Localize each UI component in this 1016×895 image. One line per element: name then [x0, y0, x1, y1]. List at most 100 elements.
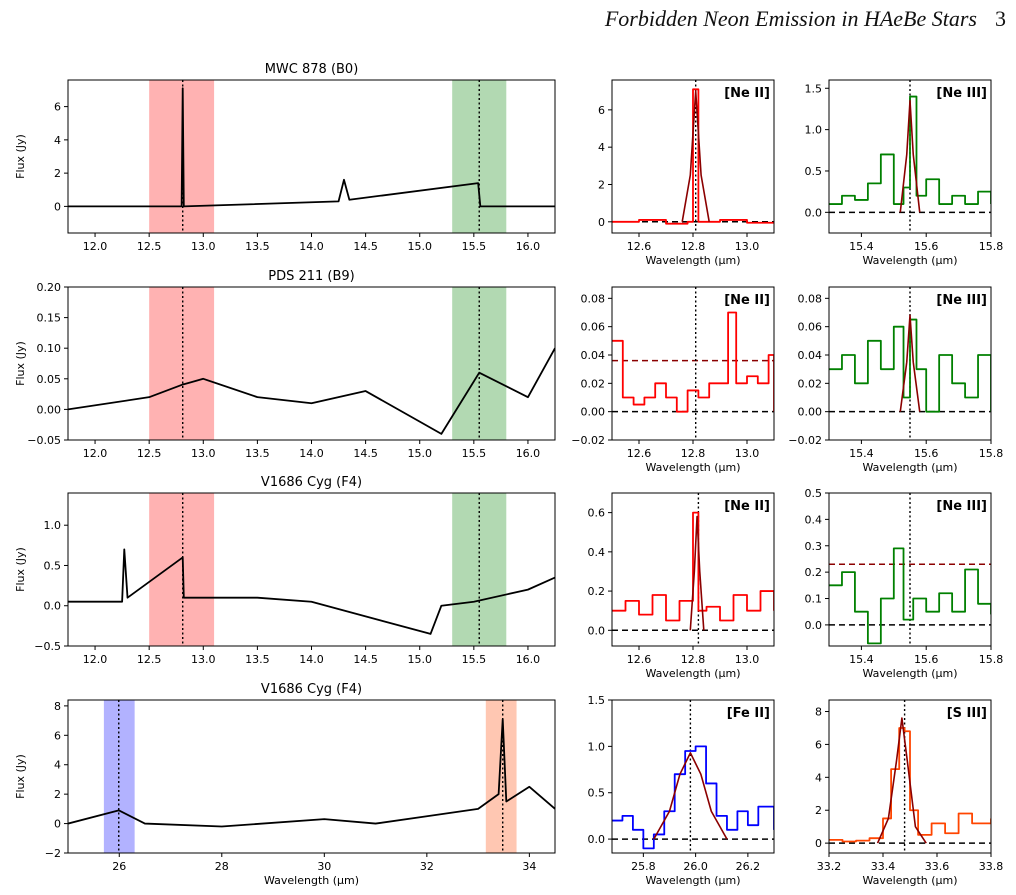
- axes-frame: [611, 699, 775, 854]
- x-tick-label: 15.4: [849, 653, 874, 666]
- x-tick-label: 14.0: [299, 653, 324, 666]
- x-tick-label: 12.5: [137, 240, 162, 253]
- y-tick-label: 0: [598, 216, 605, 229]
- highlight-band: [149, 287, 215, 440]
- y-tick-label: 0.04: [798, 349, 823, 362]
- y-tick-label: 2: [815, 804, 822, 817]
- axes-frame: [611, 286, 775, 441]
- x-tick-label: 33.6: [925, 860, 950, 873]
- x-tick-label: 33.2: [817, 860, 842, 873]
- y-tick-label: 6: [598, 104, 605, 117]
- spectrum-line: [829, 95, 991, 205]
- y-tick-label: 4: [54, 134, 61, 147]
- x-tick-label: 30: [317, 860, 331, 873]
- y-tick-label: 8: [815, 706, 822, 719]
- spectrum-line: [68, 347, 555, 435]
- plot-area: [829, 700, 991, 853]
- spectrum-line: [612, 88, 774, 225]
- y-tick-label: 1.0: [588, 740, 606, 753]
- x-tick-label: 15.4: [849, 447, 874, 460]
- y-tick-label: 0.00: [798, 406, 823, 419]
- x-tick-label: 12.0: [83, 447, 108, 460]
- line-species-label: [S III]: [947, 706, 987, 721]
- x-tick-label: 13.0: [191, 653, 216, 666]
- x-tick-label: 13.5: [245, 653, 270, 666]
- y-tick-label: 0.06: [798, 321, 823, 334]
- y-tick-label: 0.1: [805, 593, 823, 606]
- plot-area: [68, 287, 555, 440]
- y-tick-label: 0.10: [37, 342, 62, 355]
- chart-panel: 33.2 33.4 33.6 33.8 0 2 4 6 8 Wavelength (µm) [S I…: [815, 699, 1004, 887]
- x-tick-label: 12.8: [681, 447, 706, 460]
- fit-curve: [681, 90, 710, 222]
- chart-panel: 15.4 15.6 15.8 0.0 0.5 1.0 1.5 Wavelength (µm) […: [805, 79, 1004, 267]
- x-tick-label: 33.8: [979, 860, 1004, 873]
- x-axis-label: Wavelength (µm): [862, 667, 957, 680]
- plot-area: [68, 700, 555, 853]
- y-tick-label: 0.02: [581, 377, 606, 390]
- fit-curve: [689, 515, 705, 631]
- y-tick-label: 2: [54, 788, 61, 801]
- y-tick-label: −2: [45, 847, 61, 860]
- y-tick-label: 4: [598, 141, 605, 154]
- x-axis-label: Wavelength (µm): [645, 667, 740, 680]
- x-tick-label: 12.8: [681, 653, 706, 666]
- x-tick-label: 25.8: [631, 860, 656, 873]
- plot-area: [68, 80, 555, 233]
- spectrum-line: [829, 547, 991, 645]
- x-tick-label: 15.4: [849, 240, 874, 253]
- line-species-label: [Ne III]: [936, 86, 987, 101]
- x-tick-label: 16.0: [516, 653, 541, 666]
- x-axis-label: Wavelength (µm): [645, 254, 740, 267]
- chart-panel: 25.8 26.0 26.2 0.0 0.5 1.0 1.5 Wavelength (µm) […: [588, 694, 775, 887]
- y-tick-label: −0.02: [571, 434, 605, 447]
- fit-curve: [899, 314, 921, 412]
- page-number: 3: [995, 6, 1006, 31]
- y-tick-label: 0.5: [805, 487, 823, 500]
- plot-area: [612, 287, 774, 440]
- y-tick-label: 0: [54, 200, 61, 213]
- header-title: Forbidden Neon Emission in HAeBe Stars: [604, 6, 977, 31]
- y-tick-label: 0.02: [798, 377, 823, 390]
- spectrum-line: [829, 727, 991, 843]
- plot-area: [68, 493, 555, 646]
- chart-panel: 12.0 12.5 13.0 13.5 14.0 14.5 15.0 15.5 16.0 −0.0…: [14, 269, 556, 460]
- x-tick-label: 15.5: [462, 447, 487, 460]
- x-tick-label: 15.8: [979, 653, 1004, 666]
- y-tick-label: 0.6: [588, 507, 606, 520]
- y-tick-label: 0.06: [581, 321, 606, 334]
- y-tick-label: 0.0: [805, 619, 823, 632]
- x-tick-label: 15.6: [914, 447, 939, 460]
- highlight-band: [485, 700, 517, 853]
- y-tick-label: 1.5: [588, 694, 606, 707]
- x-tick-label: 26.2: [736, 860, 761, 873]
- chart-panel: 12.6 12.8 13.0 0.0 0.2 0.4 0.6 Wavelength (µm) […: [588, 492, 775, 680]
- chart-panel: 26 28 30 32 34 −2 0 2 4 6 8 V1686 Cyg (F4) Wavelengt…: [14, 682, 556, 887]
- x-tick-label: 26: [112, 860, 126, 873]
- x-tick-label: 15.8: [979, 240, 1004, 253]
- page-header: Forbidden Neon Emission in HAeBe Stars 3: [605, 6, 1006, 32]
- x-tick-label: 13.0: [735, 447, 760, 460]
- spectrum-line: [68, 87, 555, 208]
- chart-panel: 12.6 12.8 13.0 −0.02 0.00 0.02 0.04 0.06 0.08 Wav…: [571, 286, 775, 474]
- x-tick-label: 15.0: [407, 653, 432, 666]
- spectrum-line: [612, 311, 774, 413]
- y-axis-label: Flux (Jy): [14, 754, 27, 799]
- y-tick-label: 0.04: [581, 349, 606, 362]
- x-tick-label: 12.5: [137, 447, 162, 460]
- y-tick-label: 0.5: [588, 787, 606, 800]
- y-tick-label: 0: [54, 818, 61, 831]
- panel-title: V1686 Cyg (F4): [261, 682, 362, 697]
- x-axis-label: Wavelength (µm): [862, 461, 957, 474]
- x-tick-label: 14.5: [353, 240, 378, 253]
- x-tick-label: 12.6: [627, 447, 652, 460]
- x-axis-label: Wavelength (µm): [645, 461, 740, 474]
- plot-area: [612, 700, 774, 853]
- fit-curve: [899, 99, 921, 213]
- y-tick-label: 0.4: [588, 546, 606, 559]
- spectrum-line: [829, 318, 991, 413]
- chart-panel: 12.0 12.5 13.0 13.5 14.0 14.5 15.0 15.5 16.0 −0.5…: [14, 475, 556, 666]
- y-tick-label: 0.3: [805, 540, 823, 553]
- x-tick-label: 13.0: [191, 447, 216, 460]
